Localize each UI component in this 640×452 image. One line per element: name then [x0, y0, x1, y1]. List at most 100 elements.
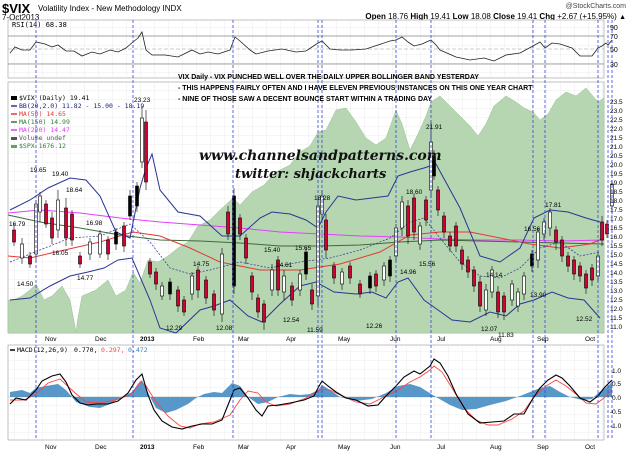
- price-tick: 21.5: [610, 135, 623, 142]
- svg-text:18.60: 18.60: [406, 189, 423, 196]
- price-tick: 14.0: [610, 270, 623, 277]
- ma200-line: [7, 209, 605, 242]
- rsi-tick: 30: [610, 62, 618, 69]
- svg-text:Dec: Dec: [95, 444, 107, 451]
- low-value: 18.08: [470, 12, 491, 21]
- svg-text:Oct: Oct: [585, 336, 595, 343]
- open-value: 18.76: [388, 12, 409, 21]
- svg-text:Jul: Jul: [437, 336, 446, 343]
- ohlc-summary: Open 18.76 High 19.41 Low 18.08 Close 19…: [365, 12, 626, 21]
- x-axis-macd: Nov Dec 2013 Feb Mar Apr May Jun Jul Aug…: [45, 444, 595, 451]
- price-tick: 20.5: [610, 153, 623, 160]
- price-tick: 22.0: [610, 126, 623, 133]
- price-tick: 18.5: [610, 189, 623, 196]
- svg-text:21.91: 21.91: [426, 124, 443, 131]
- security-name: Volatility Index - New Methodology INDX: [38, 4, 182, 13]
- macd-tick: 0.0: [612, 395, 621, 402]
- svg-text:16.56: 16.56: [524, 226, 541, 233]
- svg-text:Jul: Jul: [437, 444, 446, 451]
- svg-text:14.50: 14.50: [17, 281, 34, 288]
- rsi-tick: 70: [610, 34, 618, 41]
- svg-text:18.28: 18.28: [314, 195, 331, 202]
- svg-text:16.05: 16.05: [52, 250, 69, 257]
- macd-tick: -0.5: [610, 409, 622, 416]
- price-tick: 17.0: [610, 216, 623, 223]
- price-tick: 16.5: [610, 225, 623, 232]
- price-tick: 16.0: [610, 234, 623, 241]
- price-tick: 13.5: [610, 279, 623, 286]
- rsi-tick: 90: [610, 25, 618, 32]
- price-tick: 15.0: [610, 252, 623, 259]
- svg-text:Aug: Aug: [490, 336, 502, 343]
- symbol: $VIX: [2, 1, 31, 16]
- svg-text:11.59: 11.59: [307, 327, 323, 334]
- macd-signal-line: [10, 365, 613, 429]
- svg-text:19.40: 19.40: [52, 171, 69, 178]
- annotation-line-1: VIX Daily - VIX PUNCHED WELL OVER THE DA…: [178, 74, 479, 81]
- svg-text:Apr: Apr: [286, 336, 297, 343]
- svg-text:12.07: 12.07: [481, 326, 498, 333]
- price-tick: 15.5: [610, 243, 623, 250]
- chart-date: 7-Oct2013: [2, 13, 40, 22]
- price-tick: 19.0: [610, 180, 623, 187]
- macd-tick: 1.0: [612, 368, 621, 375]
- svg-text:14.96: 14.96: [400, 269, 417, 276]
- macd-tick: -1.0: [610, 423, 622, 430]
- price-tick: 23.5: [610, 99, 623, 106]
- svg-text:Mar: Mar: [238, 336, 250, 343]
- svg-text:15.56: 15.56: [419, 261, 436, 268]
- price-tick: 21.0: [610, 144, 623, 151]
- high-value: 19.41: [430, 12, 451, 21]
- price-panel: 16.79 14.50 19.65 16.05 19.40 18.64 14.7…: [7, 81, 623, 352]
- svg-text:16.98: 16.98: [86, 220, 103, 227]
- bb-lower-line: [9, 257, 601, 334]
- svg-text:18.64: 18.64: [66, 187, 83, 194]
- candles: [12, 106, 614, 330]
- svg-text:19.65: 19.65: [30, 167, 47, 174]
- price-tick: 11.5: [610, 315, 623, 322]
- svg-text:May: May: [338, 444, 351, 451]
- legend-volume-icon: [11, 137, 17, 140]
- svg-text:Jun: Jun: [390, 336, 401, 343]
- bb-upper-line: [9, 152, 601, 263]
- legend-spx-icon: [11, 145, 17, 148]
- legend-ma150: MA(150) 14.99: [19, 118, 70, 126]
- macd-label: MACD(12,26,9): [17, 346, 68, 354]
- rsi-axis: 90 70 50 30: [610, 25, 618, 69]
- svg-text:Oct: Oct: [585, 444, 595, 451]
- svg-text:Jun: Jun: [390, 444, 401, 451]
- svg-text:12.29: 12.29: [166, 325, 183, 332]
- legend-vix: $VIX (Daily) 19.41: [19, 94, 90, 102]
- price-tick: 17.5: [610, 207, 623, 214]
- macd-hist-value: 0.472: [128, 346, 148, 354]
- svg-text:Nov: Nov: [45, 336, 57, 343]
- price-tick: 13.0: [610, 288, 623, 295]
- annotation: VIX Daily - VIX PUNCHED WELL OVER THE DA…: [178, 74, 533, 103]
- legend-spx: $SPX 1676.12: [19, 142, 66, 150]
- svg-text:23.23: 23.23: [134, 97, 151, 104]
- svg-text:15.65: 15.65: [295, 245, 312, 252]
- svg-text:12.54: 12.54: [283, 317, 300, 324]
- legend-ma200: MA(200) 14.47: [19, 126, 70, 134]
- macd-value: 0.770,: [74, 346, 97, 354]
- watermark-twitter: twitter: shjackcharts: [235, 167, 387, 182]
- brand-watermark: @StockCharts.com: [565, 3, 626, 10]
- svg-text:14.77: 14.77: [77, 275, 94, 282]
- svg-text:Apr: Apr: [286, 444, 297, 451]
- legend: $VIX (Daily) 19.41 BB(20,2.0) 11.82 - 15…: [11, 94, 144, 150]
- svg-text:11.83: 11.83: [498, 332, 514, 339]
- price-axis: 23.5 23.0 22.5 22.0 21.5 21.0 20.5 20.0 …: [610, 99, 623, 331]
- legend-candle-icon: [11, 96, 17, 100]
- svg-text:12.08: 12.08: [216, 325, 233, 332]
- macd-panel: MACD(12,26,9) 0.770, 0.297, 0.472 1.0 0.…: [7, 344, 622, 441]
- svg-text:2013: 2013: [140, 444, 155, 451]
- svg-text:14.61: 14.61: [276, 262, 293, 269]
- svg-text:15.40: 15.40: [264, 247, 281, 254]
- price-tick: 22.5: [610, 117, 623, 124]
- svg-text:May: May: [338, 336, 351, 343]
- high-label: High: [410, 12, 429, 21]
- rsi-tick: 50: [610, 47, 618, 54]
- macd-legend: MACD(12,26,9) 0.770, 0.297, 0.472: [10, 346, 148, 354]
- svg-text:16.79: 16.79: [9, 221, 26, 228]
- low-label: Low: [452, 12, 469, 21]
